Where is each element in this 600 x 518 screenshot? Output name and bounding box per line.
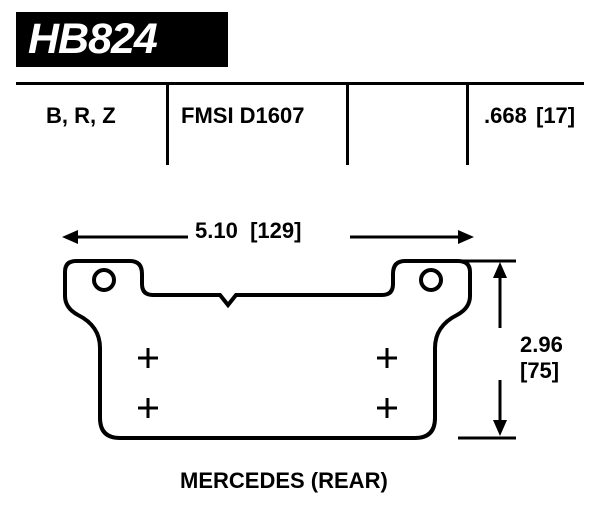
divider-2 bbox=[346, 85, 349, 165]
part-number-badge: HB824 bbox=[16, 12, 228, 67]
spec-row: B, R, Z FMSI D1607 .668 [17] bbox=[16, 85, 584, 145]
thickness-in-spec: .668 bbox=[484, 103, 527, 129]
fmsi-spec: FMSI D1607 bbox=[181, 103, 305, 129]
divider-3 bbox=[466, 85, 469, 165]
thickness-mm-spec: [17] bbox=[536, 103, 575, 129]
height-dimension-label: 2.96 [75] bbox=[520, 332, 563, 384]
brake-pad-outline bbox=[60, 258, 480, 443]
divider-1 bbox=[166, 85, 169, 165]
width-dimension-arrow bbox=[60, 225, 480, 255]
height-mm: [75] bbox=[520, 358, 563, 384]
drawing-container: HB824 B, R, Z FMSI D1607 .668 [17] 5.10 … bbox=[0, 0, 600, 518]
part-number-text: HB824 bbox=[28, 15, 157, 64]
height-in: 2.96 bbox=[520, 332, 563, 358]
application-label: MERCEDES (REAR) bbox=[180, 468, 388, 494]
compounds-spec: B, R, Z bbox=[46, 103, 116, 129]
